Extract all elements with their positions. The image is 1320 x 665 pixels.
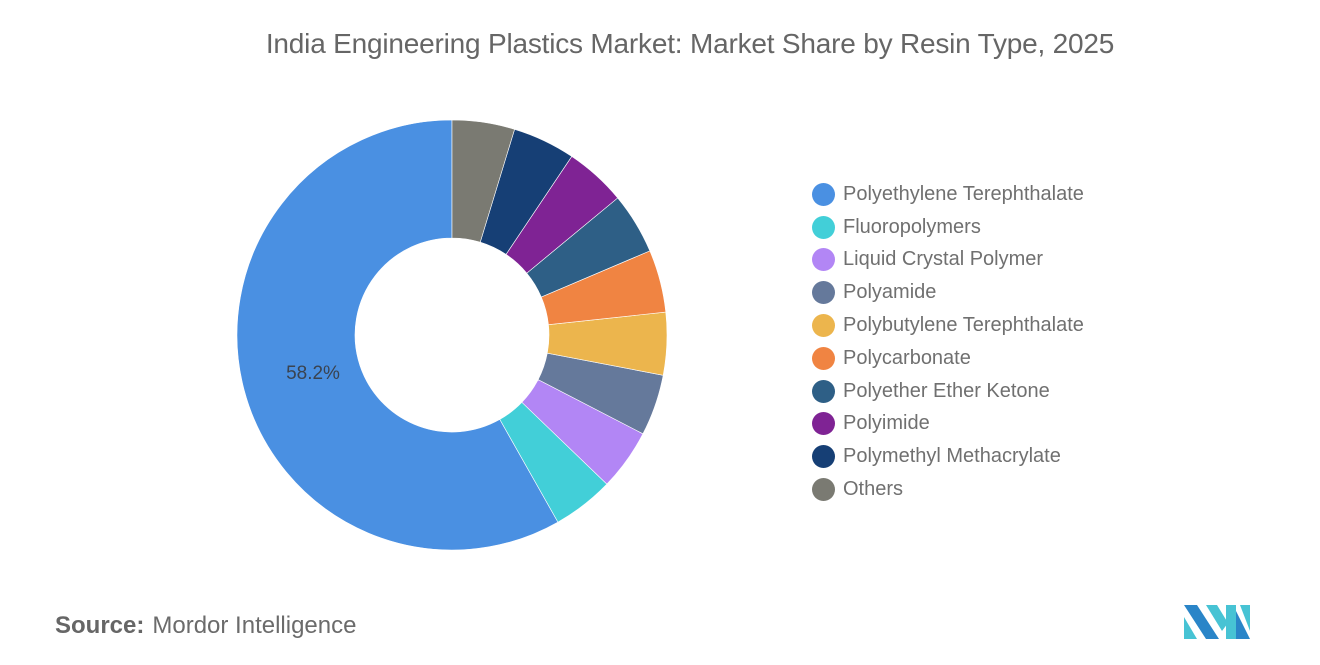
legend-swatch-icon (812, 215, 835, 239)
legend-item: Fluoropolymers (812, 211, 1084, 244)
source-value: Mordor Intelligence (152, 612, 357, 639)
legend-label: Fluoropolymers (843, 215, 981, 238)
legend-label: Polyamide (843, 281, 937, 304)
legend-swatch-icon (812, 412, 835, 436)
source-key: Source: (55, 612, 145, 639)
legend-label: Polymethyl Methacrylate (843, 445, 1061, 468)
legend-swatch-icon (812, 346, 835, 370)
legend-item: Polymethyl Methacrylate (812, 440, 1084, 473)
legend-swatch-icon (812, 379, 835, 403)
legend-item: Liquid Crystal Polymer (812, 244, 1084, 277)
data-label: 58.2% (286, 363, 340, 384)
donut-slice (236, 119, 559, 551)
donut-slice (451, 119, 515, 243)
legend-item: Others (812, 473, 1084, 506)
legend-item: Polycarbonate (812, 342, 1084, 375)
legend: Polyethylene Terephthalate Fluoropolymer… (812, 178, 1084, 506)
legend-label: Polyimide (843, 412, 930, 435)
legend-label: Liquid Crystal Polymer (843, 248, 1044, 271)
mordor-intelligence-logo-icon (1184, 603, 1250, 644)
legend-label: Polycarbonate (843, 346, 971, 369)
legend-swatch-icon (812, 314, 835, 338)
legend-swatch-icon (812, 182, 835, 206)
legend-item: Polyether Ether Ketone (812, 375, 1084, 408)
legend-swatch-icon (812, 445, 835, 469)
legend-item: Polyamide (812, 276, 1084, 309)
legend-swatch-icon (812, 248, 835, 272)
legend-swatch-icon (812, 478, 835, 502)
legend-label: Polyethylene Terephthalate (843, 182, 1084, 205)
legend-item: Polyimide (812, 408, 1084, 441)
legend-item: Polybutylene Terephthalate (812, 309, 1084, 342)
legend-label: Polybutylene Terephthalate (843, 314, 1084, 337)
chart-title: India Engineering Plastics Market: Marke… (265, 28, 1115, 59)
legend-label: Others (843, 478, 904, 501)
source-line: Source: Mordor Intelligence (55, 612, 356, 640)
legend-swatch-icon (812, 281, 835, 305)
legend-label: Polyether Ether Ketone (843, 379, 1050, 402)
legend-item: Polyethylene Terephthalate (812, 178, 1084, 211)
